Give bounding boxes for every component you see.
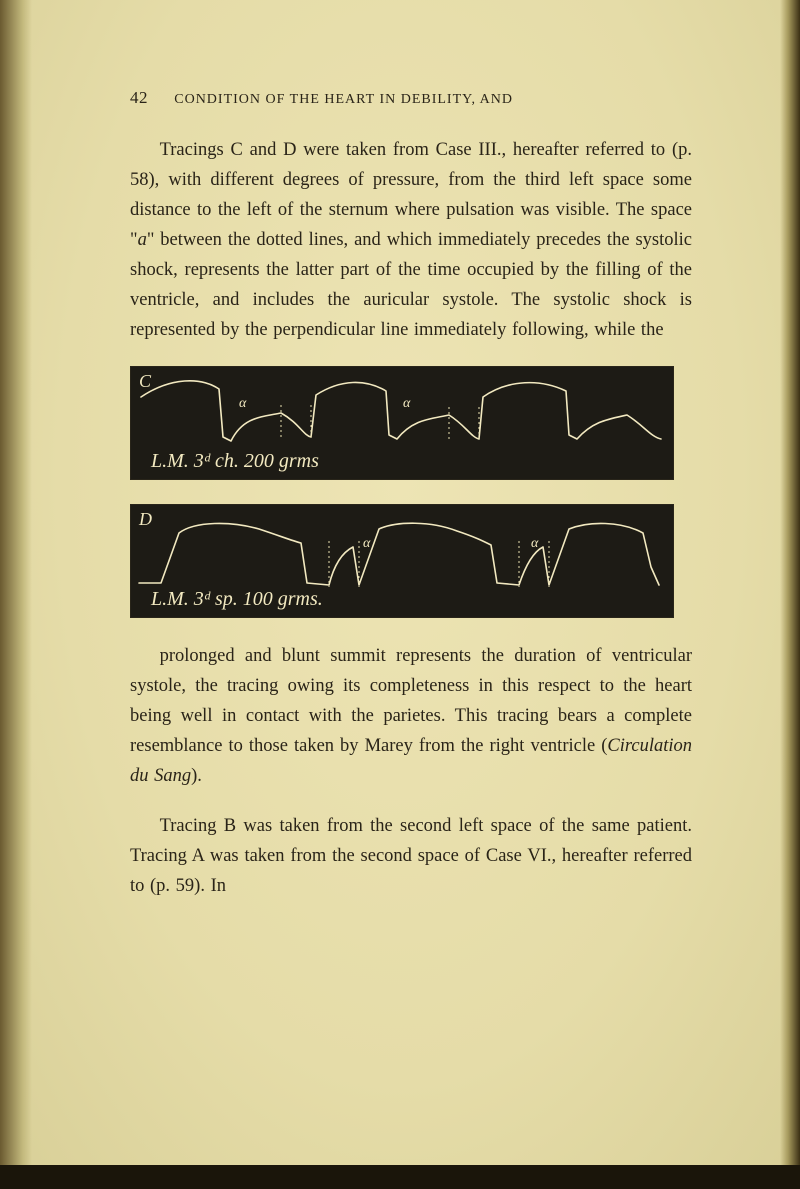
p2-text-b: ). (191, 766, 202, 786)
paragraph-2: prolonged and blunt summit represents th… (130, 642, 692, 792)
p1-italic-a: a (138, 230, 147, 250)
book-page: 42 CONDITION OF THE HEART IN DEBILITY, A… (0, 0, 800, 1189)
paragraph-3: Tracing B was taken from the second left… (130, 812, 692, 902)
paragraph-1: Tracings C and D were taken from Case II… (130, 136, 692, 346)
page-number: 42 (130, 88, 148, 108)
running-head-text: CONDITION OF THE HEART IN DEBILITY, AND (174, 92, 513, 107)
page-bottom-bar (0, 1165, 800, 1189)
svg-text:L.M. 3ᵈ ch. 200 grms: L.M. 3ᵈ ch. 200 grms (150, 450, 319, 472)
svg-text:α: α (403, 396, 411, 411)
page-right-shadow (780, 0, 800, 1189)
content-area: 42 CONDITION OF THE HEART IN DEBILITY, A… (130, 88, 692, 902)
tracing-figure-c: C α α L.M. 3ᵈ ch. 200 grms (130, 366, 674, 480)
p1-text-b: " between the dotted lines, and which im… (130, 230, 692, 340)
svg-text:α: α (531, 536, 539, 551)
page-left-shadow (0, 0, 32, 1189)
svg-text:α: α (239, 396, 247, 411)
svg-text:L.M. 3ᵈ sp. 100 grms.: L.M. 3ᵈ sp. 100 grms. (150, 588, 323, 610)
svg-text:α: α (363, 536, 371, 551)
figure-label-c: C (139, 371, 151, 392)
tracing-svg-d: α α L.M. 3ᵈ sp. 100 grms. (131, 505, 673, 617)
running-header: 42 CONDITION OF THE HEART IN DEBILITY, A… (130, 88, 692, 108)
figure-label-d: D (139, 509, 152, 530)
tracing-svg-c: α α L.M. 3ᵈ ch. 200 grms (131, 367, 673, 479)
tracing-figure-d: D α α L.M. 3ᵈ sp. 100 grms. (130, 504, 674, 618)
